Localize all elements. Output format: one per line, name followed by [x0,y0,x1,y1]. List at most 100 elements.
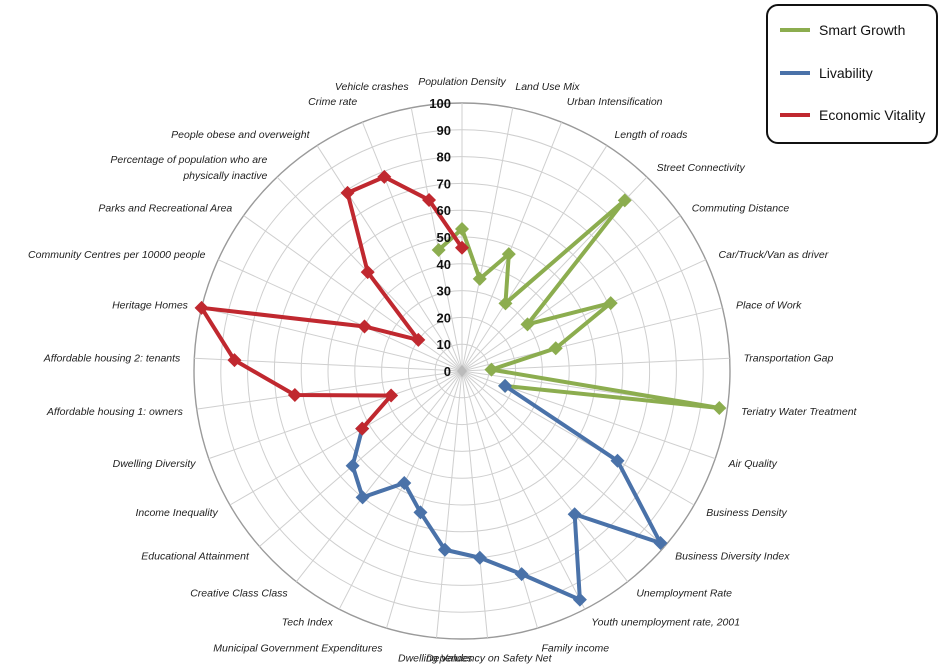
spoke-line-educational-attainment [259,370,463,547]
tick-label-20: 20 [437,310,451,325]
spoke-label-unemployment-rate: Unemployment Rate [636,588,732,600]
spoke-label-air-quality: Air Quality [727,458,777,470]
spoke-line-urban-intensification [461,122,563,372]
radar-ticks: 0 10 20 30 40 50 60 70 80 90 100 [429,96,451,379]
point-livability-dwelling-values [437,542,452,557]
spoke-label-line: Place of Work [736,300,802,312]
spoke-label-street-connectivity: Street Connectivity [657,162,746,174]
point-economic-vitality-income-inequality [355,421,370,436]
spoke-label-youth-unemployment-rate-2001: Youth unemployment rate, 2001 [591,617,740,629]
legend-swatch-smart-growth [780,28,810,32]
spoke-label-line: Population Density [418,76,506,88]
series-line-economic-vitality [199,174,464,430]
spoke-label-line: Dependency on Safety Net [426,653,553,665]
series-smart-growth [431,193,727,415]
spoke-line-community-centres-per-10000-people [218,259,463,372]
series-economic-vitality [194,169,469,436]
point-smart-growth-place-of-work [548,341,563,356]
spoke-label-vehicle-crashes: Vehicle crashes [335,81,409,93]
spoke-label-line: Business Density [706,507,787,519]
spoke-label-line: Car/Truck/Van as driver [719,249,829,261]
point-smart-growth-car-truck-van-as-driver [603,296,618,311]
point-smart-growth-population-density [455,221,469,236]
spoke-label-line: Heritage Homes [112,300,189,312]
spoke-label-line: Street Connectivity [657,162,746,174]
spoke-line-municipal-government-expenditures [386,370,463,629]
spoke-label-line: Family income [541,643,609,655]
point-smart-growth-land-use-mix [472,271,487,286]
spoke-label-percentage-of-population-who-are-physically-inactive: Percentage of population who are physical… [110,154,267,182]
spoke-label-income-inequality: Income Inequality [135,507,218,519]
point-smart-growth-urban-intensification [501,247,516,262]
spoke-line-income-inequality [229,370,463,506]
point-livability-dependency-on-safety-net [472,550,487,565]
spoke-label-affordable-housing-2-tenants: Affordable housing 2: tenants [43,353,181,365]
spoke-line-dwelling-diversity [208,370,463,460]
spoke-label-land-use-mix: Land Use Mix [515,81,580,93]
spoke-label-line: Educational Attainment [141,551,250,563]
spoke-label-dwelling-diversity: Dwelling Diversity [113,458,197,470]
spoke-label-line: physically inactive [182,170,267,182]
point-smart-growth-transportation-gap [484,362,499,377]
spoke-line-vehicle-crashes [410,107,463,372]
spoke-label-length-of-roads: Length of roads [614,129,688,141]
spoke-label-educational-attainment: Educational Attainment [141,551,250,563]
point-smart-growth-length-of-roads [498,296,513,311]
point-livability-unemployment-rate [567,507,582,522]
spoke-line-transportation-gap [461,357,730,372]
point-economic-vitality-dwelling-diversity [384,388,399,403]
point-economic-vitality-affordable-housing-2-tenants [227,353,242,368]
spoke-line-business-density [461,370,695,506]
point-smart-growth-teriatry-water-treatment [712,400,727,415]
legend-label-livability: Livability [819,65,873,81]
spoke-label-line: People obese and overweight [171,129,310,141]
spoke-label-line: Community Centres per 10000 people [28,249,206,261]
point-economic-vitality-people-obese-and-overweight [340,185,355,200]
spoke-label-urban-intensification: Urban Intensification [567,96,663,108]
spoke-label-line: Unemployment Rate [636,588,732,600]
spoke-label-line: Length of roads [614,129,688,141]
spoke-label-line: Youth unemployment rate, 2001 [591,617,740,629]
series-livability [345,378,668,607]
tick-label-50: 50 [437,230,451,245]
tick-label-100: 100 [429,96,451,111]
spoke-label-line: Urban Intensification [567,96,663,108]
legend-item-smart-growth: Smart Growth [780,22,905,38]
point-livability-creative-class-class [355,490,370,505]
spoke-line-family-income [461,370,538,629]
radar-grid [193,102,731,640]
point-livability-tech-index [397,475,412,490]
point-economic-vitality-population-density [455,240,469,255]
spoke-line-affordable-housing-1-owners [196,370,463,410]
spoke-label-population-density: Population Density [418,76,506,88]
point-smart-growth-vehicle-crashes [431,242,446,257]
point-economic-vitality-crime-rate [377,169,392,184]
spoke-label-dwelling-values: Dwelling Values [398,653,473,665]
point-smart-growth-commuting-distance [520,317,535,332]
spoke-label-line: Teriatry Water Treatment [741,406,857,418]
legend-label-smart-growth: Smart Growth [819,22,906,38]
series-line-smart-growth [437,198,722,410]
point-livability-business-density [610,453,625,468]
point-economic-vitality-community-centres-per-10000-people [357,319,372,334]
spoke-label-heritage-homes: Heritage Homes [112,300,189,312]
spoke-label-line: Vehicle crashes [335,81,409,93]
spoke-label-car-truck-van-as-driver: Car/Truck/Van as driver [719,249,829,261]
legend-item-livability: Livability [780,65,873,81]
spoke-label-creative-class-class: Creative Class Class [190,588,288,600]
spoke-label-line: Commuting Distance [692,202,790,214]
spoke-line-business-diversity-index [461,370,665,547]
spoke-label-business-diversity-index: Business Diversity Index [675,551,790,563]
spoke-label-family-income: Family income [541,643,609,655]
spoke-label-line: Dwelling Diversity [113,458,197,470]
tick-label-80: 80 [437,150,451,165]
spoke-label-line: Affordable housing 1: owners [46,406,184,418]
spoke-label-line: Air Quality [727,458,777,470]
spoke-label-line: Land Use Mix [515,81,580,93]
spoke-line-place-of-work [461,307,723,372]
point-economic-vitality-affordable-housing-1-owners [287,388,302,403]
tick-label-90: 90 [437,123,451,138]
spoke-label-people-obese-and-overweight: People obese and overweight [171,129,310,141]
spoke-label-line: Crime rate [308,96,357,108]
